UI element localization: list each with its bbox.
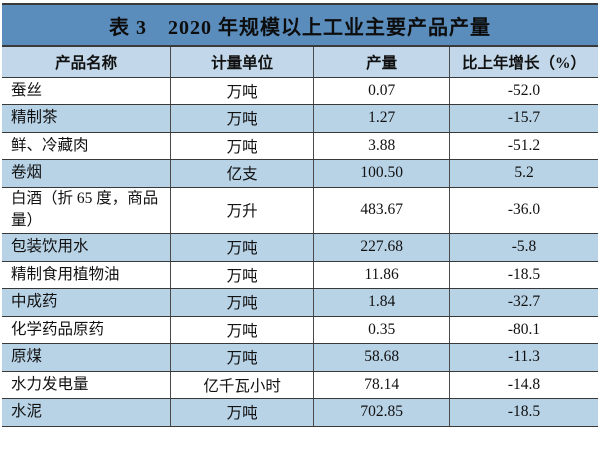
unit-cell: 万吨	[170, 343, 314, 372]
product-name-cell: 白酒（折 65 度，商品量）	[2, 187, 171, 234]
data-table: 产品名称 计量单位 产量 比上年增长（%） 蚕丝 万吨 0.07 -52.0 精制茶 万吨…	[2, 47, 598, 427]
growth-cell: -11.3	[449, 343, 598, 372]
table-row: 化学药品原药 万吨 0.35 -80.1	[2, 316, 598, 344]
table-row: 水泥 万吨 702.85 -18.5	[2, 398, 598, 427]
unit-cell: 亿支	[170, 159, 314, 188]
unit-cell: 万吨	[170, 77, 314, 105]
product-name-cell: 卷烟	[2, 159, 171, 188]
header-row: 产品名称 计量单位 产量 比上年增长（%）	[2, 47, 598, 78]
unit-cell: 万吨	[170, 104, 314, 133]
table-row: 水力发电量 亿千瓦小时 78.14 -14.8	[2, 371, 598, 399]
growth-cell: 5.2	[449, 159, 598, 188]
table-row: 鲜、冷藏肉 万吨 3.88 -51.2	[2, 132, 598, 160]
product-name-cell: 精制食用植物油	[2, 261, 171, 289]
product-name-cell: 化学药品原药	[2, 316, 171, 344]
table-row: 卷烟 亿支 100.50 5.2	[2, 159, 598, 188]
table-row: 蚕丝 万吨 0.07 -52.0	[2, 77, 598, 105]
growth-cell: -80.1	[449, 316, 598, 344]
product-name-cell: 蚕丝	[2, 77, 171, 105]
table-row: 精制茶 万吨 1.27 -15.7	[2, 104, 598, 133]
product-name-cell: 包装饮用水	[2, 233, 171, 262]
unit-cell: 万吨	[170, 132, 314, 160]
table-row: 精制食用植物油 万吨 11.86 -18.5	[2, 261, 598, 289]
unit-cell: 万吨	[170, 233, 314, 262]
output-cell: 1.84	[313, 288, 450, 317]
column-header-unit: 计量单位	[170, 47, 314, 78]
column-header-growth: 比上年增长（%）	[449, 47, 598, 78]
output-cell: 11.86	[313, 261, 450, 289]
unit-cell: 万吨	[170, 288, 314, 317]
output-cell: 0.35	[313, 316, 450, 344]
unit-cell: 万吨	[170, 316, 314, 344]
growth-cell: -18.5	[449, 261, 598, 289]
product-name-cell: 鲜、冷藏肉	[2, 132, 171, 160]
product-name-cell: 原煤	[2, 343, 171, 372]
product-name-cell: 精制茶	[2, 104, 171, 133]
output-cell: 3.88	[313, 132, 450, 160]
growth-cell: -15.7	[449, 104, 598, 133]
table-row: 白酒（折 65 度，商品量） 万升 483.67 -36.0	[2, 187, 598, 234]
output-cell: 58.68	[313, 343, 450, 372]
unit-cell: 万升	[170, 187, 314, 234]
output-cell: 100.50	[313, 159, 450, 188]
unit-cell: 万吨	[170, 398, 314, 427]
output-cell: 1.27	[313, 104, 450, 133]
output-cell: 0.07	[313, 77, 450, 105]
product-name-cell: 中成药	[2, 288, 171, 317]
product-name-cell: 水力发电量	[2, 371, 171, 399]
product-name-cell: 水泥	[2, 398, 171, 427]
growth-cell: -5.8	[449, 233, 598, 262]
table-row: 包装饮用水 万吨 227.68 -5.8	[2, 233, 598, 262]
growth-cell: -32.7	[449, 288, 598, 317]
column-header-product-name: 产品名称	[2, 47, 171, 78]
growth-cell: -52.0	[449, 77, 598, 105]
table-title: 表 3 2020 年规模以上工业主要产品产量	[2, 3, 598, 47]
output-cell: 78.14	[313, 371, 450, 399]
column-header-output: 产量	[313, 47, 450, 78]
statistics-table: 表 3 2020 年规模以上工业主要产品产量 产品名称 计量单位 产量 比上年增…	[2, 3, 598, 427]
table-row: 中成药 万吨 1.84 -32.7	[2, 288, 598, 317]
unit-cell: 亿千瓦小时	[170, 371, 314, 399]
unit-cell: 万吨	[170, 261, 314, 289]
output-cell: 702.85	[313, 398, 450, 427]
growth-cell: -14.8	[449, 371, 598, 399]
growth-cell: -51.2	[449, 132, 598, 160]
growth-cell: -36.0	[449, 187, 598, 234]
output-cell: 227.68	[313, 233, 450, 262]
growth-cell: -18.5	[449, 398, 598, 427]
table-row: 原煤 万吨 58.68 -11.3	[2, 343, 598, 372]
output-cell: 483.67	[313, 187, 450, 234]
